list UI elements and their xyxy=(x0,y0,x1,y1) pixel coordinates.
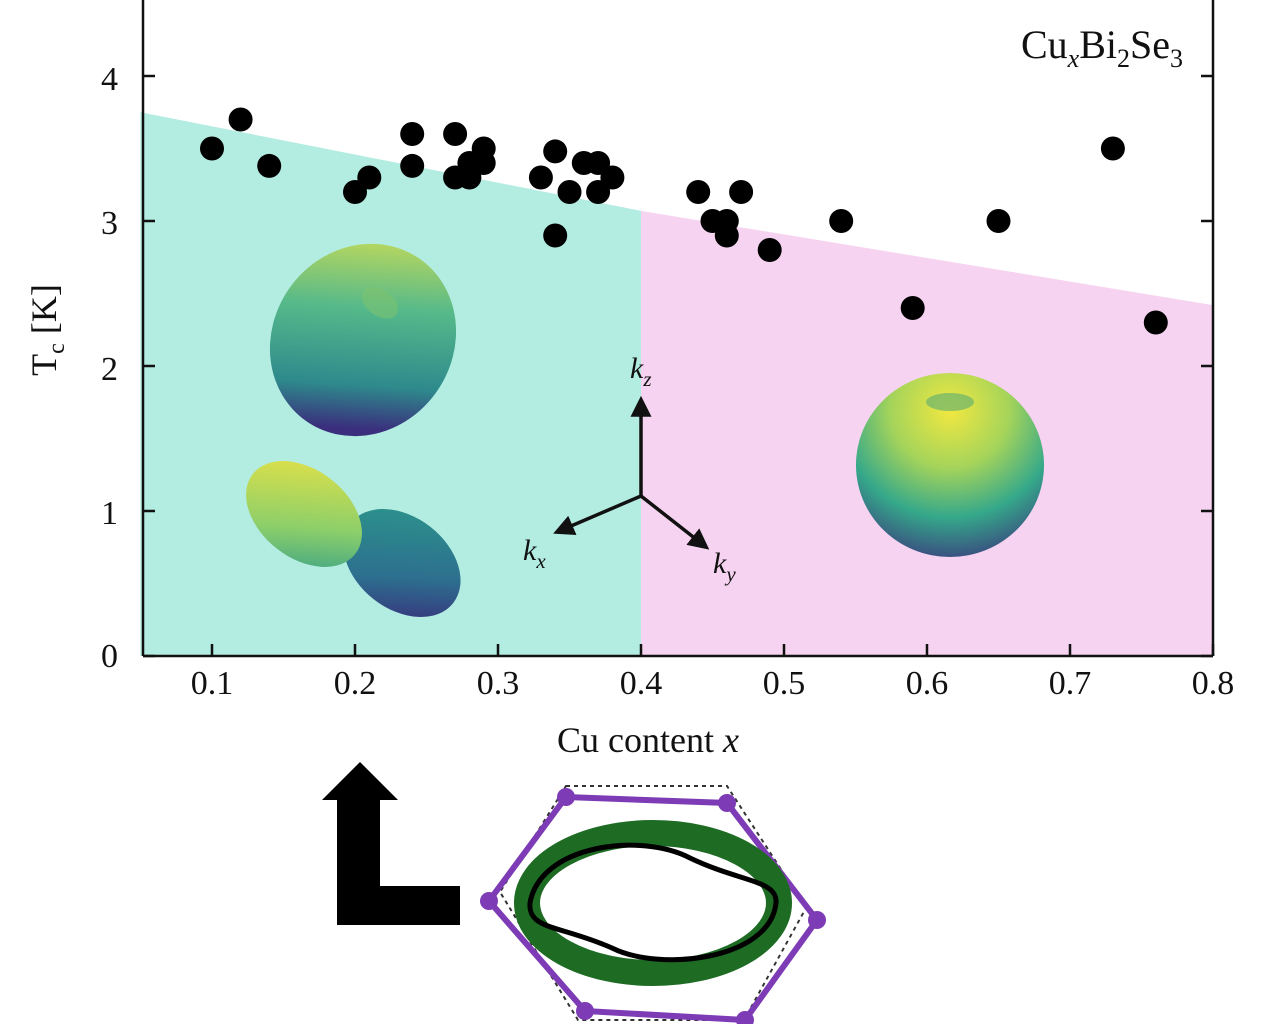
data-point-2 xyxy=(257,153,282,178)
data-point-15 xyxy=(543,223,568,248)
ky-label: ky xyxy=(713,547,736,586)
data-point-4 xyxy=(357,165,382,190)
data-point-20 xyxy=(600,165,625,190)
data-point-31 xyxy=(1143,310,1168,335)
data-point-16 xyxy=(557,180,582,204)
y-tick-labels: 0 1 2 3 4 xyxy=(101,61,118,675)
x-axis-title: Cu content x xyxy=(557,720,739,760)
data-point-26 xyxy=(757,238,782,262)
x-tick-0.3: 0.3 xyxy=(477,665,520,702)
y-tick-4: 4 xyxy=(101,61,118,98)
x-tick-0.2: 0.2 xyxy=(334,665,377,702)
x-tick-0.7: 0.7 xyxy=(1049,665,1092,702)
data-point-5 xyxy=(400,122,425,146)
material-formula-label: CuxBi2Se3 xyxy=(1021,22,1183,73)
data-point-27 xyxy=(829,209,854,233)
x-tick-0.5: 0.5 xyxy=(763,665,806,702)
x-tick-0.4: 0.4 xyxy=(620,665,663,702)
data-points xyxy=(200,107,1168,335)
x-tick-0.6: 0.6 xyxy=(906,665,949,702)
isotropic-gap-illustration xyxy=(856,373,1044,557)
torus-gap-illustration xyxy=(269,243,457,437)
y-tick-1: 1 xyxy=(101,495,118,532)
fermi-surface-illustration xyxy=(480,785,826,1024)
data-point-21 xyxy=(686,180,711,204)
data-point-29 xyxy=(986,209,1011,233)
dumbbell-gap-illustration xyxy=(246,461,461,617)
data-point-13 xyxy=(528,165,553,190)
data-point-0 xyxy=(200,136,224,161)
data-point-25 xyxy=(729,180,754,204)
data-point-28 xyxy=(900,296,925,320)
data-point-7 xyxy=(443,122,468,146)
axes-frame xyxy=(141,0,1215,658)
l-arrow-icon xyxy=(322,762,460,925)
x-tick-0.1: 0.1 xyxy=(191,665,234,702)
y-tick-3: 3 xyxy=(101,205,118,242)
y-tick-2: 2 xyxy=(101,351,118,388)
data-point-1 xyxy=(228,107,253,132)
axis-ticks xyxy=(143,74,1215,658)
data-point-6 xyxy=(400,153,425,178)
kz-label: kz xyxy=(630,352,652,391)
kx-label: kx xyxy=(523,534,546,573)
k-axes-illustration: kz kx ky xyxy=(523,352,736,586)
data-point-14 xyxy=(543,139,568,164)
data-point-12 xyxy=(471,136,496,161)
data-point-24 xyxy=(714,223,739,248)
data-point-30 xyxy=(1100,136,1125,161)
x-tick-0.8: 0.8 xyxy=(1192,665,1235,702)
y-axis-title: Tc [K] xyxy=(24,284,70,376)
x-tick-labels: 0.1 0.2 0.3 0.4 0.5 0.6 0.7 0.8 xyxy=(191,665,1235,702)
y-tick-0: 0 xyxy=(101,638,118,675)
